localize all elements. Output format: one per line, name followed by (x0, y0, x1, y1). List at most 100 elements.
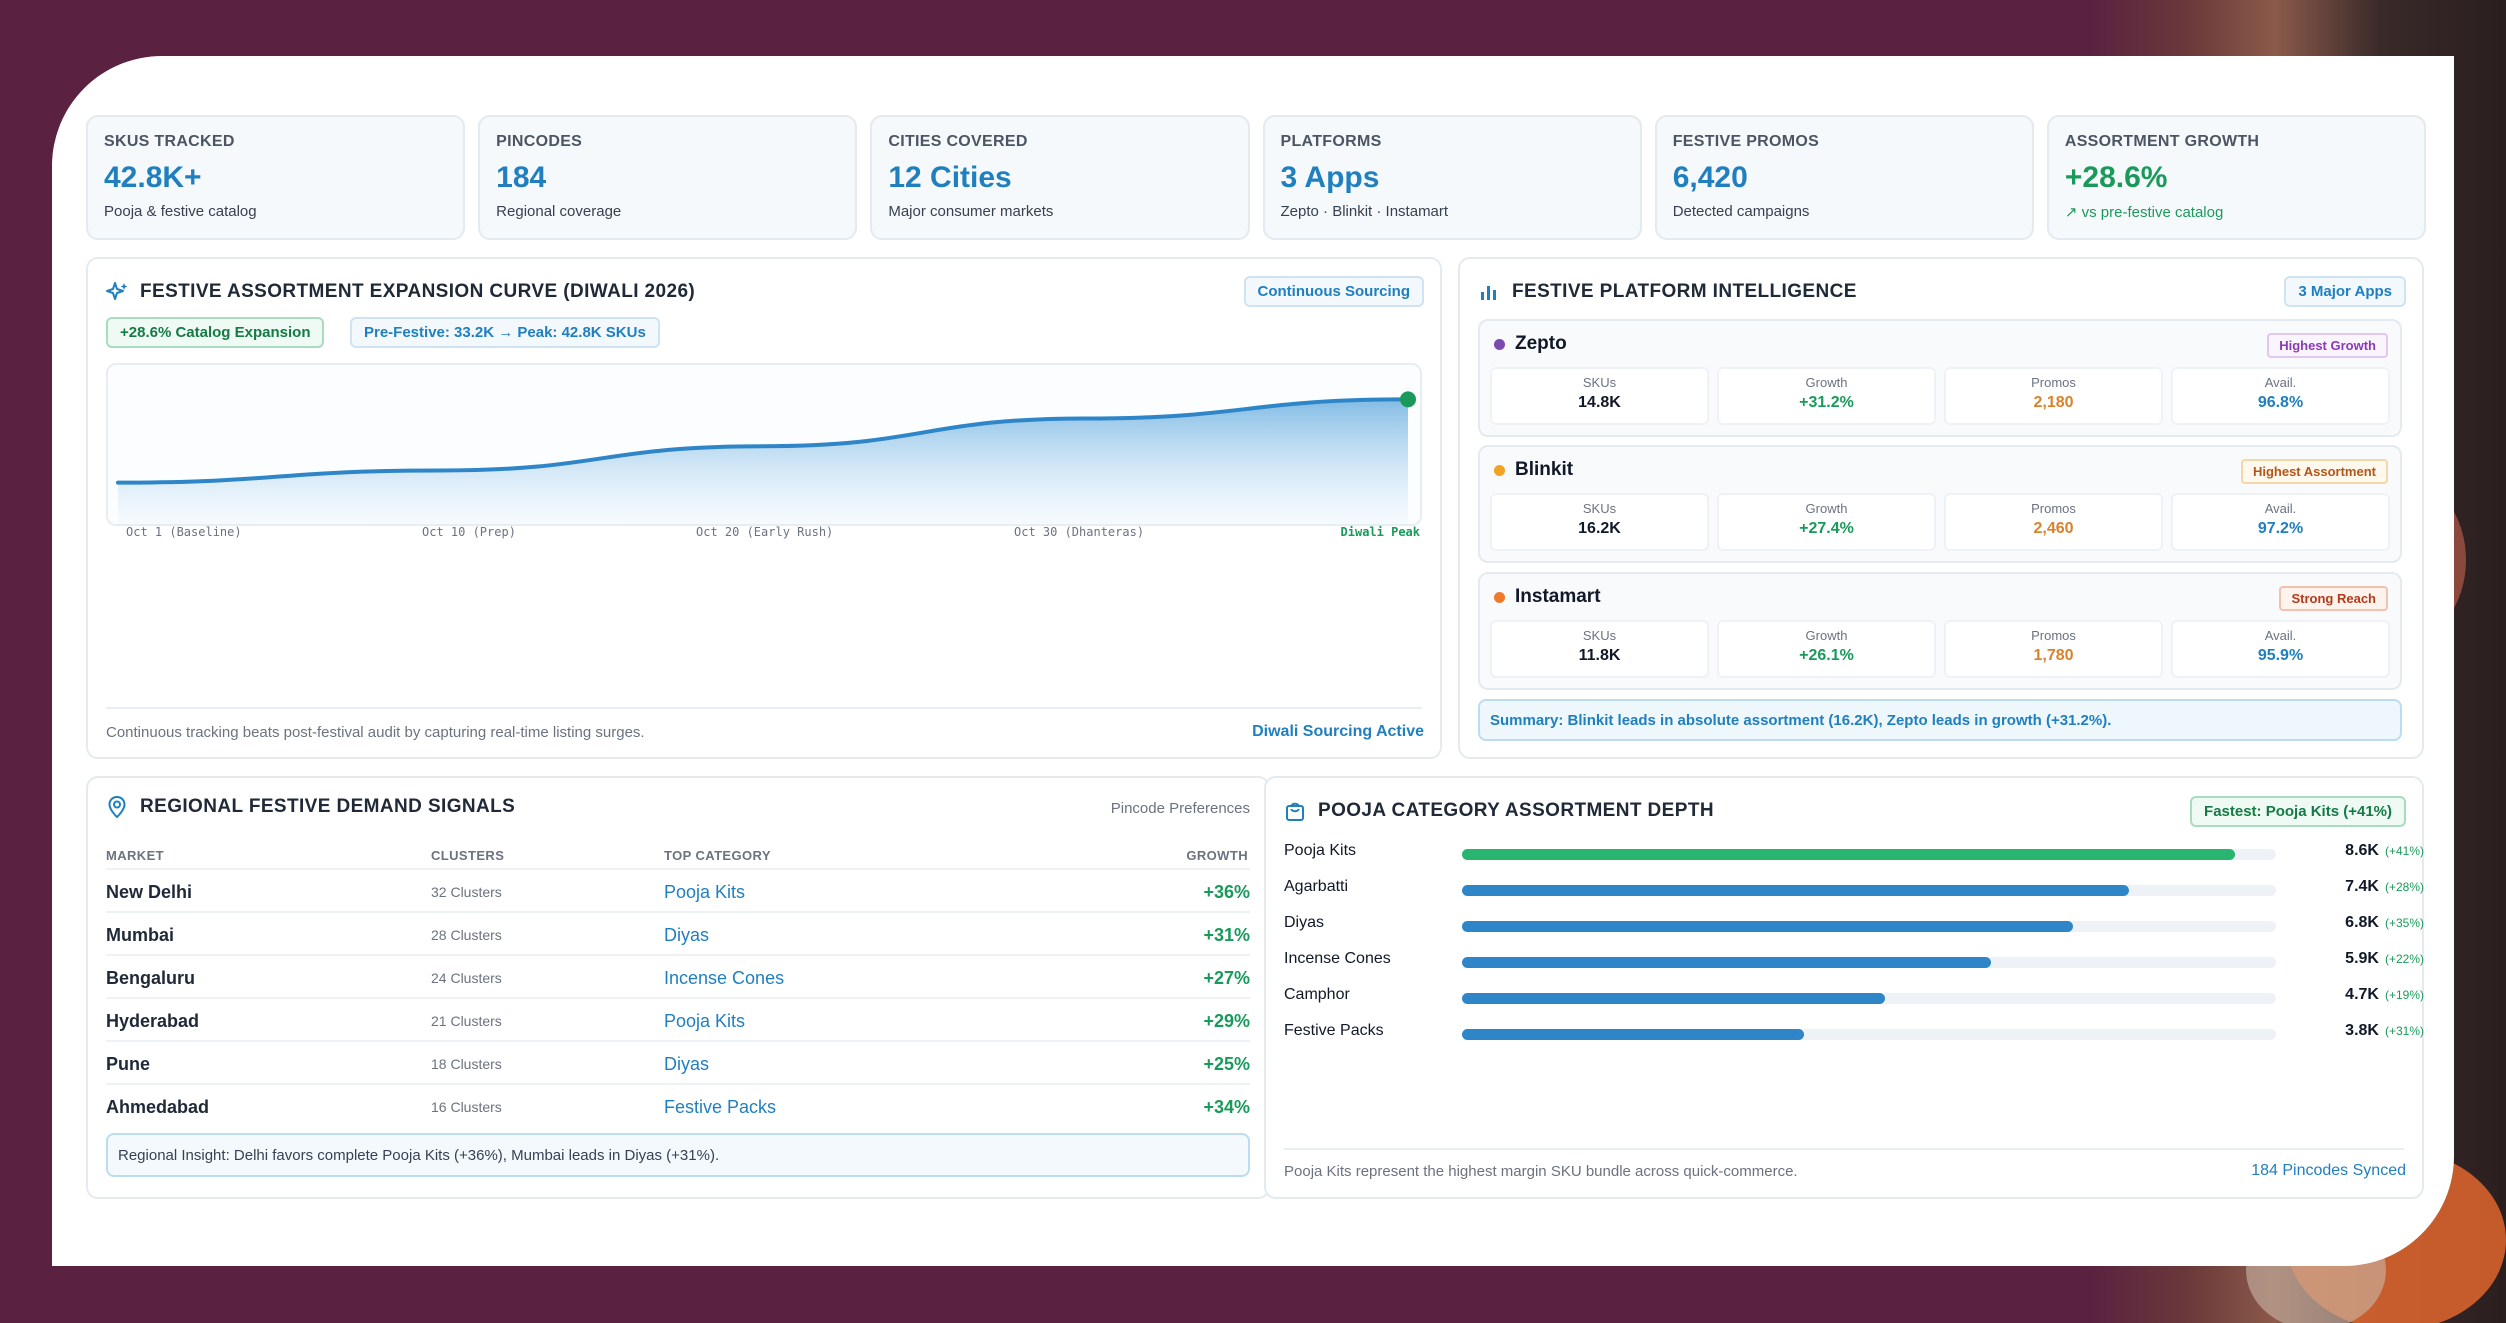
category-label: Diyas (1284, 914, 1325, 931)
category-bar-row[interactable]: Incense Cones 5.9K (+22%) (1284, 944, 2424, 978)
value-text: 7.4K (2345, 878, 2379, 895)
kpi-card-growth: ASSORTMENT GROWTH +28.6% ↗ vs pre-festiv… (2046, 115, 2427, 240)
kpi-value: 6,420 (1672, 161, 1748, 194)
stat-avail: Avail. 95.9% (2171, 620, 2390, 678)
delta-text: (+35%) (2384, 916, 2424, 930)
bar-track (1462, 957, 2276, 968)
top-category[interactable]: Diyas (664, 925, 710, 945)
sparkle-icon (104, 279, 130, 305)
category-bar-row[interactable]: Pooja Kits 8.6K (+41%) (1284, 836, 2424, 870)
kpi-value: +28.6% (2064, 161, 2168, 194)
x-tick-label: Oct 1 (Baseline) (126, 525, 242, 539)
kpi-value: 42.8K+ (104, 161, 202, 194)
clusters-count: 24 Clusters (431, 970, 502, 986)
kpi-row: SKUS TRACKED 42.8K+ Pooja & festive cata… (86, 115, 2427, 240)
stat-value: 14.8K (1578, 394, 1621, 411)
growth-value: +36% (1203, 882, 1250, 902)
regional-demand-panel: REGIONAL FESTIVE DEMAND SIGNALS Pincode … (86, 776, 1270, 1199)
stat-growth: Growth +26.1% (1717, 620, 1936, 678)
fastest-category-tag: Fastest: Pooja Kits (+41%) (2190, 796, 2406, 827)
platform-name-text: Blinkit (1515, 459, 1574, 480)
col-header-growth: GROWTH (1186, 848, 1248, 863)
table-row[interactable]: New Delhi 32 Clusters Pooja Kits +36% (106, 868, 1250, 911)
growth-value: +27% (1203, 968, 1250, 988)
stat-growth: Growth +31.2% (1717, 367, 1936, 425)
top-category[interactable]: Pooja Kits (664, 1011, 746, 1031)
category-value: 8.6K (+41%) (2345, 842, 2424, 860)
kpi-label: ASSORTMENT GROWTH (2064, 133, 2260, 150)
stat-value: +27.4% (1799, 520, 1854, 537)
platform-stats: SKUs 11.8K Growth +26.1% Promos 1,780 Avail… (1490, 620, 2390, 678)
diwali-sourcing-link[interactable]: Diwali Sourcing Active (1252, 723, 1424, 740)
chart-line (116, 397, 1410, 485)
delta-text: (+41%) (2384, 844, 2424, 858)
stat-label: Growth (1805, 375, 1848, 390)
category-bar-row[interactable]: Camphor 4.7K (+19%) (1284, 980, 2424, 1014)
stat-label: Avail. (2264, 501, 2297, 516)
kpi-sub: ↗ vs pre-festive catalog (2064, 204, 2224, 221)
top-category[interactable]: Pooja Kits (664, 882, 746, 902)
stat-skus: SKUs 11.8K (1490, 620, 1709, 678)
kpi-sub: Zepto · Blinkit · Instamart (1280, 203, 1449, 220)
platform-name-text: Zepto (1515, 333, 1567, 354)
category-bar-row[interactable]: Festive Packs 3.8K (+31%) (1284, 1016, 2424, 1050)
stat-value: 96.8% (2257, 394, 2304, 411)
col-header-category: TOP CATEGORY (664, 848, 771, 863)
category-value: 6.8K (+35%) (2345, 914, 2424, 932)
curve-footer-note: Continuous tracking beats post-festival … (106, 724, 645, 741)
kpi-card-promos: FESTIVE PROMOS 6,420 Detected campaigns (1654, 115, 2034, 240)
major-apps-tag[interactable]: 3 Major Apps (2284, 276, 2406, 307)
x-tick-label: Oct 30 (Dhanteras) (1014, 525, 1145, 539)
kpi-sub: Detected campaigns (1672, 203, 1810, 220)
delta-text: (+19%) (2384, 988, 2424, 1002)
table-row[interactable]: Pune 18 Clusters Diyas +25% (106, 1040, 1250, 1083)
kpi-label: PLATFORMS (1280, 133, 1382, 150)
stat-label: SKUs (1582, 501, 1617, 516)
category-bar-row[interactable]: Agarbatti 7.4K (+28%) (1284, 872, 2424, 906)
continuous-sourcing-tag[interactable]: Continuous Sourcing (1243, 276, 1424, 307)
platform-card-instamart[interactable]: Instamart Strong Reach SKUs 11.8K Growth +… (1478, 572, 2402, 690)
stat-avail: Avail. 96.8% (2171, 367, 2390, 425)
divider (106, 707, 1422, 709)
platform-card-zepto[interactable]: Zepto Highest Growth SKUs 14.8K Growth +31… (1478, 319, 2402, 437)
stat-label: Growth (1805, 501, 1848, 516)
kpi-sub: Regional coverage (496, 203, 622, 220)
stat-promos: Promos 2,180 (1944, 367, 2163, 425)
delta-text: (+31%) (2384, 1024, 2424, 1038)
growth-value: +25% (1203, 1054, 1250, 1074)
kpi-label: PINCODES (496, 133, 583, 150)
category-value: 3.8K (+31%) (2345, 1022, 2424, 1040)
table-row[interactable]: Mumbai 28 Clusters Diyas +31% (106, 911, 1250, 954)
category-label: Incense Cones (1284, 950, 1391, 967)
stat-label: SKUs (1582, 375, 1617, 390)
top-category[interactable]: Festive Packs (664, 1097, 777, 1117)
stat-value: 97.2% (2257, 520, 2304, 537)
clusters-count: 18 Clusters (431, 1056, 502, 1072)
table-row[interactable]: Ahmedabad 16 Clusters Festive Packs +34% (106, 1083, 1250, 1126)
stat-value: 2,460 (2033, 520, 2074, 537)
top-category[interactable]: Incense Cones (664, 968, 785, 988)
x-tick-label: Oct 10 (Prep) (422, 525, 516, 539)
category-bar-row[interactable]: Diyas 6.8K (+35%) (1284, 908, 2424, 942)
platform-card-blinkit[interactable]: Blinkit Highest Assortment SKUs 16.2K Gro… (1478, 445, 2402, 563)
peak-point[interactable] (1400, 391, 1416, 408)
table-row[interactable]: Bengaluru 24 Clusters Incense Cones +27% (106, 954, 1250, 997)
bar-track (1462, 885, 2276, 896)
table-row[interactable]: Hyderabad 21 Clusters Pooja Kits +29% (106, 997, 1250, 1040)
bar-track (1462, 921, 2276, 932)
value-text: 4.7K (2345, 986, 2379, 1003)
stat-value: +26.1% (1799, 647, 1854, 664)
bar-fill (1462, 921, 2073, 932)
clusters-count: 21 Clusters (431, 1013, 502, 1029)
delta-text: (+22%) (2384, 952, 2424, 966)
top-category[interactable]: Diyas (664, 1054, 710, 1074)
category-label: Pooja Kits (1284, 842, 1357, 859)
expansion-chart-svg (116, 391, 1416, 524)
market-name: Ahmedabad (106, 1097, 210, 1117)
growth-value: +29% (1203, 1011, 1250, 1031)
category-label: Festive Packs (1284, 1022, 1384, 1039)
panel-title-text: POOJA CATEGORY ASSORTMENT DEPTH (1318, 800, 1714, 821)
pincodes-synced-link[interactable]: 184 Pincodes Synced (2251, 1162, 2406, 1179)
stat-promos: Promos 1,780 (1944, 620, 2163, 678)
depth-footer-note: Pooja Kits represent the highest margin … (1284, 1163, 1798, 1180)
